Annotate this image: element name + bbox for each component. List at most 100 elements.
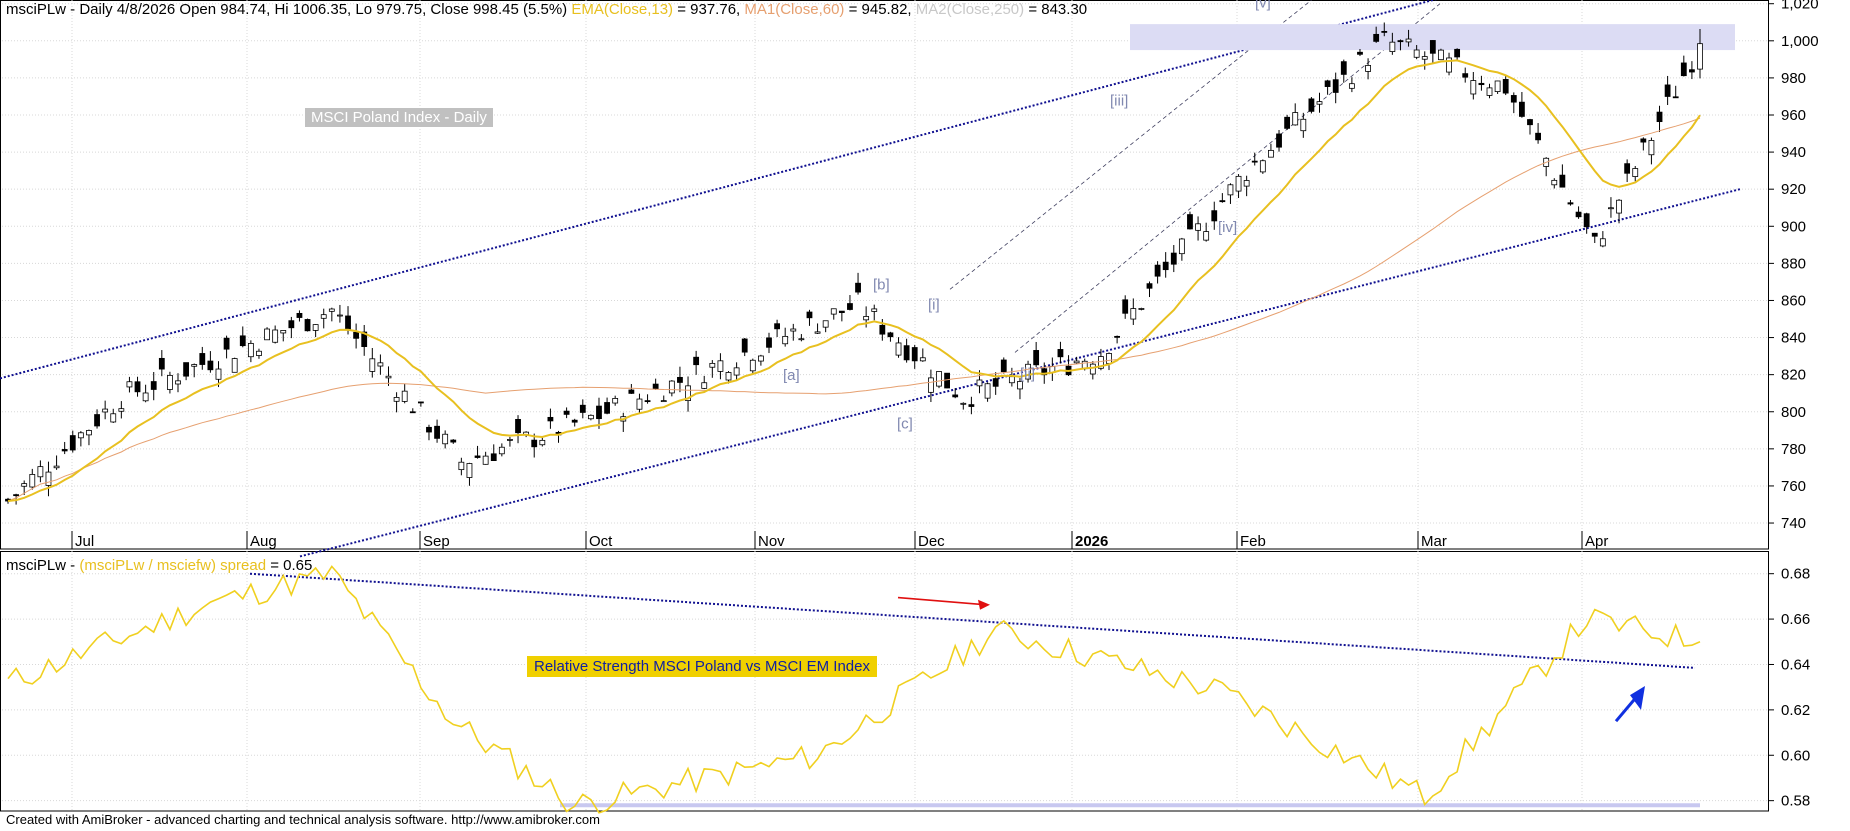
ema-label: EMA(Close,13) bbox=[571, 1, 674, 18]
candle-body bbox=[1211, 210, 1218, 222]
candle-body bbox=[1429, 40, 1436, 54]
candle-body bbox=[822, 320, 829, 328]
candle-body bbox=[377, 362, 384, 367]
candle-body bbox=[1332, 79, 1339, 93]
candle-body bbox=[563, 410, 570, 415]
candle-body bbox=[1470, 80, 1477, 95]
candle-body bbox=[215, 368, 222, 380]
spread-tick-label: 0.62 bbox=[1781, 702, 1810, 719]
candle-body bbox=[1259, 160, 1266, 173]
candle-body bbox=[1000, 359, 1007, 373]
channel-line bbox=[0, 0, 1437, 380]
rs-spread-line bbox=[7, 565, 1701, 814]
candle-body bbox=[1170, 252, 1177, 265]
candle-body bbox=[1454, 48, 1461, 58]
candle-body bbox=[1340, 61, 1347, 75]
upper-price-grid bbox=[0, 0, 1774, 550]
wave-label: [v] bbox=[1255, 0, 1271, 11]
candle-body bbox=[1616, 199, 1622, 214]
candle-body bbox=[1268, 149, 1274, 158]
wave-label: [i] bbox=[928, 297, 940, 314]
candle-body bbox=[272, 329, 279, 343]
candle-body bbox=[312, 324, 319, 331]
candle-body bbox=[1348, 83, 1355, 89]
candle-body bbox=[231, 358, 238, 373]
price-tick-label: 900 bbox=[1781, 218, 1806, 235]
candle-body bbox=[515, 418, 521, 434]
candle-body bbox=[806, 311, 813, 319]
candle-body bbox=[790, 328, 797, 332]
candle-body bbox=[167, 374, 173, 390]
candle-body bbox=[417, 401, 424, 404]
candle-body bbox=[1527, 119, 1533, 126]
rs-title-badge: Relative Strength MSCI Poland vs MSCI EM… bbox=[527, 656, 877, 677]
candle-body bbox=[110, 413, 117, 423]
candle-body bbox=[1486, 87, 1493, 96]
x-tick-label: Nov bbox=[758, 533, 785, 550]
candle-body bbox=[1478, 82, 1485, 86]
candle-body bbox=[458, 461, 465, 471]
price-tick-label: 980 bbox=[1781, 70, 1806, 87]
spread-tick-label: 0.64 bbox=[1781, 656, 1810, 673]
candle-body bbox=[61, 449, 68, 452]
candle-body bbox=[134, 381, 141, 393]
candle-body bbox=[29, 474, 36, 488]
candle-body bbox=[369, 358, 376, 372]
candle-body bbox=[1357, 51, 1363, 55]
candle-body bbox=[1624, 163, 1631, 174]
price-tick-label: 760 bbox=[1781, 478, 1806, 495]
candle-body bbox=[1276, 133, 1282, 148]
candle-body bbox=[1438, 49, 1444, 61]
candle-body bbox=[426, 426, 432, 433]
candle-body bbox=[1381, 30, 1388, 33]
candle-body bbox=[86, 430, 92, 436]
candle-body bbox=[757, 355, 764, 362]
candle-body bbox=[838, 310, 845, 314]
x-tick-label: Oct bbox=[589, 533, 613, 550]
candle-body bbox=[1227, 184, 1234, 196]
price-tick-label: 840 bbox=[1781, 330, 1806, 347]
candle-body bbox=[337, 314, 343, 317]
candle-body bbox=[142, 392, 149, 402]
candle-body bbox=[442, 433, 449, 445]
candle-body bbox=[1025, 363, 1031, 380]
candle-body bbox=[1648, 140, 1655, 156]
candle-body bbox=[903, 345, 910, 361]
candle-body bbox=[1316, 101, 1323, 105]
candle-body bbox=[1567, 202, 1574, 205]
candle-body bbox=[1421, 56, 1428, 60]
ma2-label: MA2(Close,250) bbox=[915, 1, 1025, 18]
candle-body bbox=[320, 314, 327, 319]
candle-body bbox=[539, 439, 546, 446]
candle-body bbox=[1154, 264, 1161, 277]
candle-body bbox=[158, 357, 165, 370]
candle-body bbox=[660, 400, 667, 403]
candle-body bbox=[296, 312, 303, 318]
wave-label: [ii] bbox=[1020, 365, 1035, 382]
candle-body bbox=[247, 343, 254, 358]
candle-body bbox=[604, 402, 610, 414]
candle-body bbox=[1413, 49, 1420, 58]
candle-body bbox=[1284, 116, 1291, 129]
candle-body bbox=[677, 376, 683, 383]
candle-body bbox=[191, 364, 198, 367]
candle-body bbox=[701, 382, 708, 389]
candle-body bbox=[936, 371, 942, 387]
candle-body bbox=[1697, 43, 1703, 70]
candle-body bbox=[401, 390, 408, 402]
candle-body bbox=[1599, 238, 1606, 247]
wave-label: [b] bbox=[873, 276, 890, 293]
candle-body bbox=[968, 404, 975, 407]
spread-tick-label: 0.60 bbox=[1781, 747, 1810, 764]
candle-body bbox=[628, 389, 635, 394]
candle-body bbox=[636, 398, 643, 410]
candle-body bbox=[94, 414, 100, 427]
price-chart-title-badge: MSCI Poland Index - Daily bbox=[305, 108, 493, 127]
candle-body bbox=[1689, 69, 1695, 73]
candle-body bbox=[102, 408, 109, 413]
candle-body bbox=[1057, 349, 1064, 358]
candle-body bbox=[976, 379, 983, 387]
candle-body bbox=[547, 416, 554, 422]
candle-body bbox=[847, 303, 853, 310]
candle-body bbox=[345, 315, 351, 331]
